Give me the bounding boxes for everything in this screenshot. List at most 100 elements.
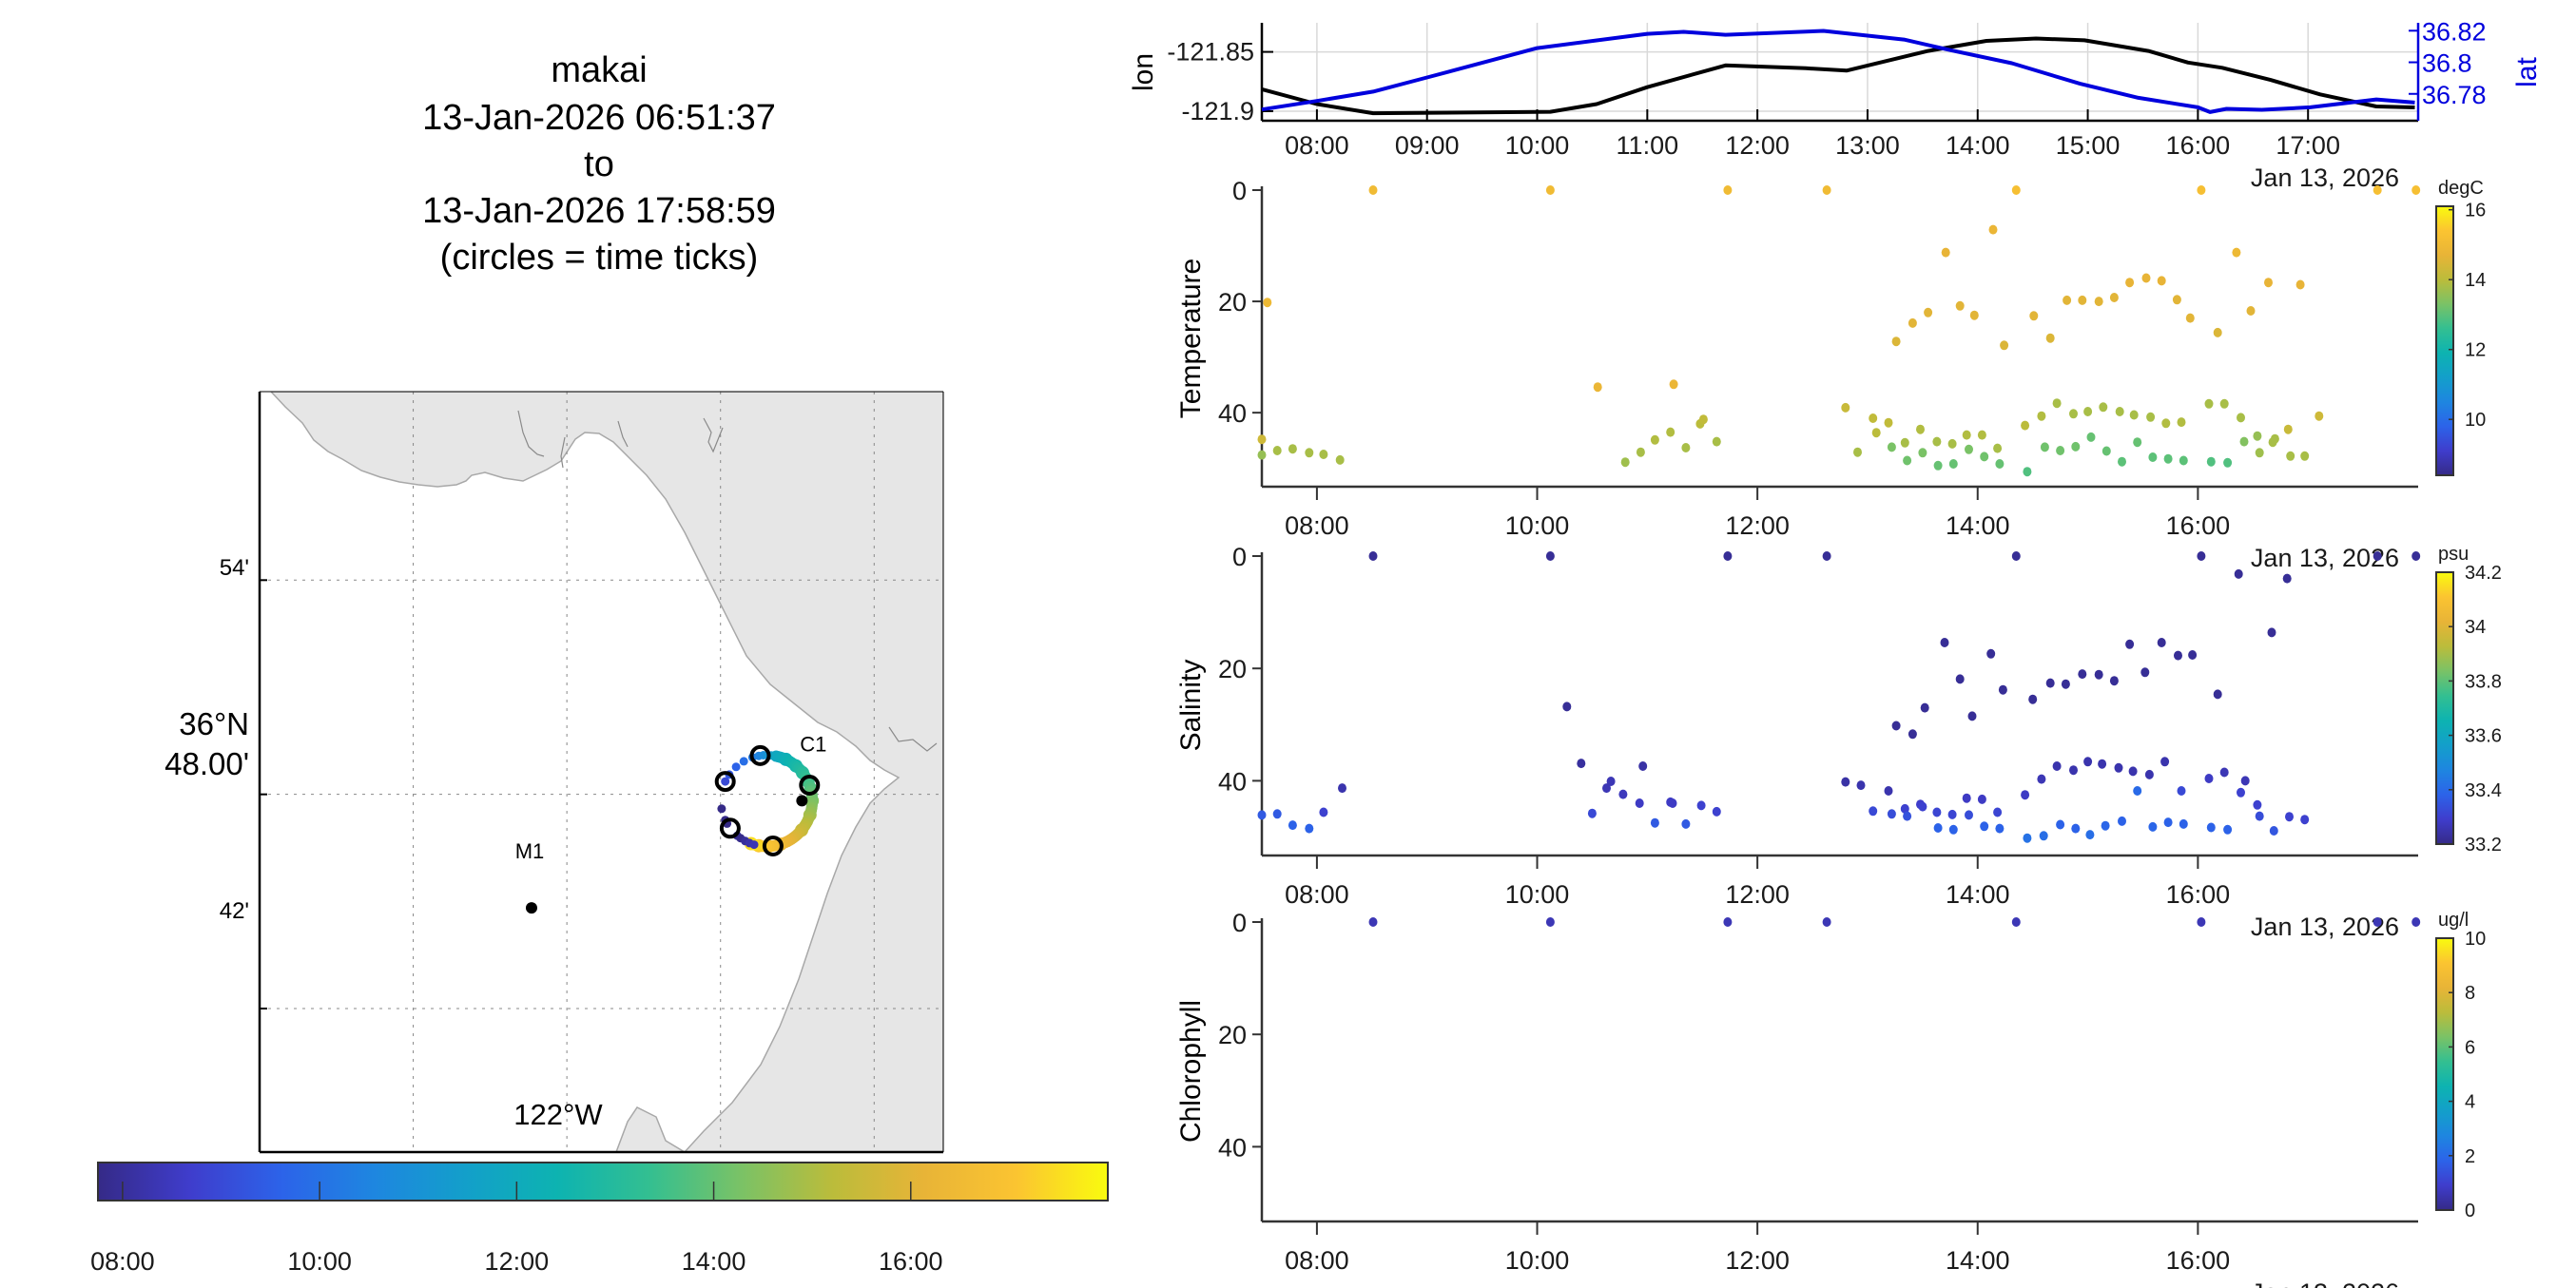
salinity-data-point [2219, 767, 2229, 778]
river-2 [560, 436, 566, 469]
colorbar-tick-label: 33.4 [2465, 780, 2502, 801]
salinity-data-point [2188, 650, 2198, 660]
temperature-data-point [2071, 441, 2081, 452]
temperature-data-point [1335, 454, 1345, 465]
title-start-time: 13-Jan-2026 06:51:37 [422, 98, 776, 138]
temperature-data-point [1995, 459, 2005, 469]
time-colorbar-tick-label: 10:00 [287, 1247, 352, 1276]
temperature-colorbar [2435, 205, 2454, 476]
lat-line [1261, 29, 2415, 114]
salinity-data-point [1618, 789, 1628, 799]
temperature-data-point [2083, 407, 2093, 416]
station-marker-m1 [525, 902, 537, 914]
title-to: to [584, 144, 614, 184]
salinity-data-point [1319, 807, 1328, 817]
salinity-data-point [1998, 684, 2007, 695]
salinity-data-point [1368, 551, 1378, 561]
salinity-data-point [2223, 824, 2233, 835]
temperature-data-point [2237, 413, 2245, 423]
lon-line [1261, 36, 2415, 116]
temperature-data-point [1272, 446, 1282, 455]
salinity-data-point [2204, 774, 2214, 783]
x-tick-label: 08:00 [1285, 880, 1349, 909]
station-label-m1: M1 [515, 839, 545, 863]
temperature-data-point [1900, 437, 1909, 448]
temperature-data-point [1947, 438, 1957, 449]
time-colorbar: 08:00 10:00 12:00 14:00 16:00 [90, 1162, 1109, 1276]
title-platform: makai [551, 50, 647, 90]
temperature-data-point [1822, 185, 1831, 195]
y-tick-label: 0 [1232, 177, 1247, 205]
salinity-data-point [1947, 809, 1957, 819]
river-3 [617, 420, 629, 448]
temperature-data-point [2094, 297, 2103, 307]
temperature-data-point [2239, 436, 2249, 447]
temperature-data-point [2141, 273, 2151, 283]
salinity-data-point [1977, 794, 1986, 804]
temperature-data-point [1916, 424, 1925, 434]
salinity-data-point [1668, 798, 1677, 808]
salinity-data-point [1272, 809, 1282, 819]
salinity-data-point [1995, 823, 2005, 834]
temperature-data-point [2133, 437, 2142, 448]
temperature-data-point [2148, 452, 2158, 462]
x-tick-label: 11:00 [1617, 131, 1679, 160]
temperature-data-point [2270, 433, 2279, 444]
salinity-data-point [2056, 819, 2065, 830]
temperature-data-point [2129, 410, 2139, 420]
salinity-colorbar [2435, 571, 2454, 845]
temperature-data-point [1650, 434, 1659, 445]
salinity-data-point [2118, 816, 2126, 826]
salinity-data-point [1257, 810, 1267, 820]
chlorophyll-data-point [1822, 917, 1831, 927]
colorbar-tick-label: 16 [2465, 201, 2486, 221]
salinity-data-point [1587, 808, 1597, 818]
temperature-data-point [1853, 447, 1862, 457]
salinity-data-point [1955, 674, 1965, 684]
y-tick-label: 40 [1218, 1133, 1247, 1162]
salinity-colorbar-unit: psu [2438, 544, 2469, 565]
temperature-data-point [1666, 427, 1675, 437]
salinity-data-point [1933, 823, 1943, 833]
salinity-data-point [2282, 573, 2292, 584]
chlorophyll-data-point [2411, 917, 2421, 927]
temperature-data-point [2315, 411, 2324, 421]
temperature-data-point [1368, 185, 1378, 195]
salinity-data-point [2071, 823, 2081, 834]
salinity-data-point [2128, 766, 2138, 777]
salinity-data-point [2098, 759, 2107, 769]
colorbar-tick-label: 8 [2465, 983, 2475, 1004]
temperature-data-point [1319, 450, 1328, 459]
temperature-data-point [2177, 417, 2186, 428]
temperature-data-point [2232, 247, 2241, 258]
salinity-data-point [1635, 798, 1644, 808]
temperature-data-point [1962, 430, 1971, 440]
temperature-data-point [1988, 224, 1998, 235]
temperature-data-point [1884, 417, 1893, 428]
y-tick-label: 0 [1232, 543, 1247, 571]
colorbar-tick-label: 33.6 [2465, 726, 2502, 747]
temperature-data-point [1257, 450, 1267, 460]
salinity-data-point [1965, 810, 1973, 820]
temperature-data-point [2069, 409, 2078, 419]
temperature-data-point [2021, 420, 2030, 431]
temperature-data-point [1257, 434, 1267, 445]
temperature-data-point [2125, 278, 2135, 288]
salinity-data-point [2045, 678, 2055, 688]
x-tick-label: 16:00 [2166, 880, 2231, 909]
salinity-data-point [1577, 759, 1586, 769]
date-label: Jan 13, 2026 [2251, 913, 2399, 941]
x-tick-label: 08:00 [1285, 1246, 1349, 1275]
x-tick-label: 14:00 [1946, 1246, 2010, 1275]
colorbar-tick-label: 0 [2465, 1201, 2475, 1221]
time-colorbar-tick-label: 08:00 [90, 1247, 155, 1276]
chlorophyll-data-point [2011, 917, 2021, 927]
temperature-data-point [1636, 447, 1645, 457]
salinity-data-point [1903, 811, 1912, 821]
chlorophyll-data-point [1545, 917, 1555, 927]
temperature-data-point [2163, 453, 2173, 464]
salinity-data-point [1980, 821, 1989, 832]
y2-tick-label: 36.8 [2422, 49, 2472, 78]
